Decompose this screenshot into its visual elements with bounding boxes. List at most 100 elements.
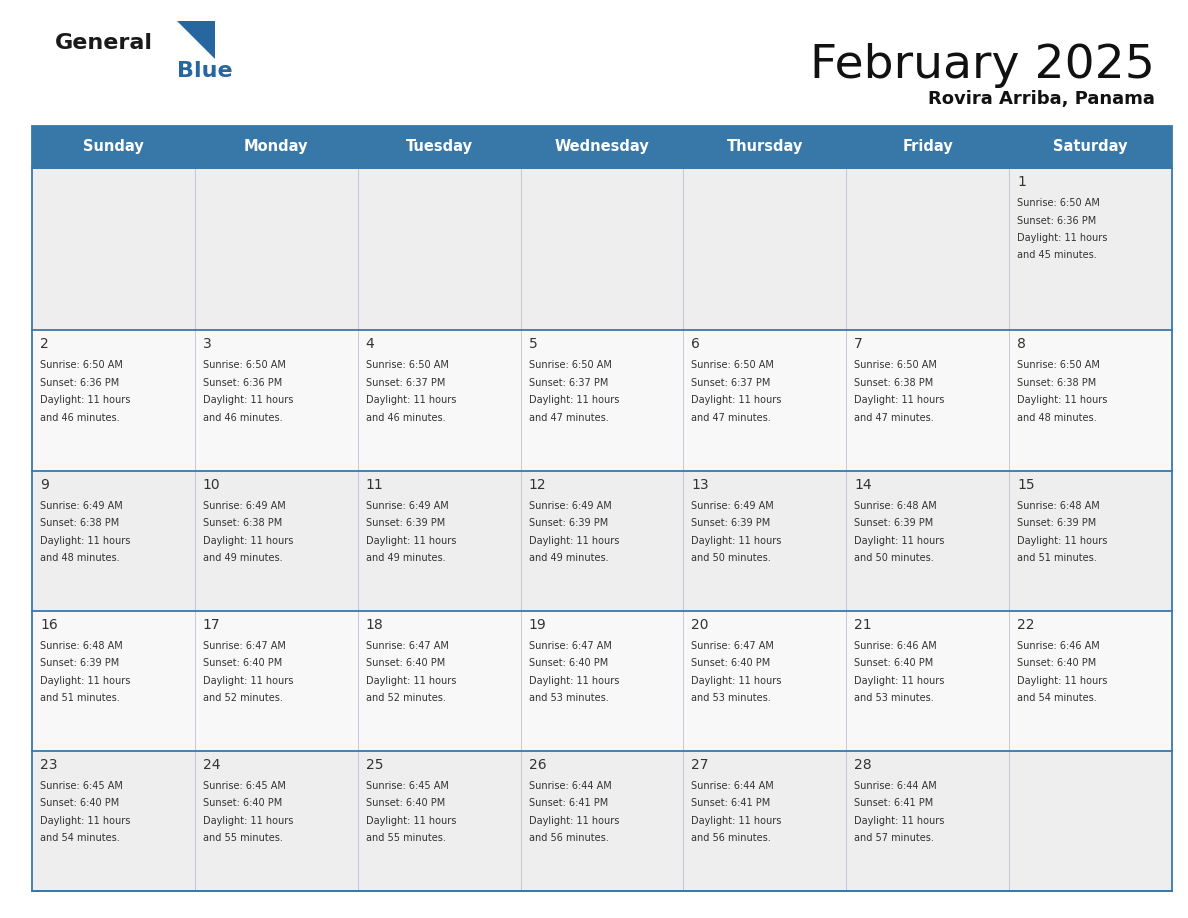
Text: Sunset: 6:40 PM: Sunset: 6:40 PM [203,798,282,808]
Text: and 55 minutes.: and 55 minutes. [203,834,283,843]
Text: Sunset: 6:39 PM: Sunset: 6:39 PM [691,518,771,528]
Text: and 49 minutes.: and 49 minutes. [529,553,608,563]
Text: and 47 minutes.: and 47 minutes. [691,413,771,423]
Bar [358,610,520,751]
Text: Sunrise: 6:48 AM: Sunrise: 6:48 AM [854,500,937,510]
Text: Sunrise: 6:45 AM: Sunrise: 6:45 AM [203,780,286,790]
Bar [1009,330,1173,471]
Text: and 54 minutes.: and 54 minutes. [1017,693,1097,703]
Text: and 47 minutes.: and 47 minutes. [529,413,608,423]
Bar [520,330,683,471]
Text: Sunrise: 6:50 AM: Sunrise: 6:50 AM [529,361,612,371]
Bar [846,471,1009,610]
Bar [683,610,846,751]
Text: and 53 minutes.: and 53 minutes. [854,693,934,703]
Text: 5: 5 [529,338,537,352]
Text: Sunset: 6:39 PM: Sunset: 6:39 PM [1017,518,1097,528]
Bar [683,471,846,610]
Text: 8: 8 [1017,338,1026,352]
Text: February 2025: February 2025 [810,43,1155,88]
Text: Sunrise: 6:47 AM: Sunrise: 6:47 AM [691,641,775,651]
Text: Friday: Friday [903,140,953,154]
Text: 12: 12 [529,477,546,491]
Text: Blue: Blue [177,61,233,81]
Text: Sunset: 6:40 PM: Sunset: 6:40 PM [1017,658,1097,668]
Text: and 55 minutes.: and 55 minutes. [366,834,446,843]
Text: 22: 22 [1017,618,1035,632]
Text: Sunrise: 6:44 AM: Sunrise: 6:44 AM [529,780,612,790]
Bar [32,126,1173,168]
Text: and 46 minutes.: and 46 minutes. [203,413,283,423]
Text: Daylight: 11 hours: Daylight: 11 hours [203,816,293,825]
Text: Daylight: 11 hours: Daylight: 11 hours [366,676,456,686]
Text: Sunset: 6:38 PM: Sunset: 6:38 PM [40,518,119,528]
Bar [683,330,846,471]
Text: Daylight: 11 hours: Daylight: 11 hours [854,396,944,406]
Text: Daylight: 11 hours: Daylight: 11 hours [529,676,619,686]
Text: Sunset: 6:38 PM: Sunset: 6:38 PM [854,378,934,388]
Text: General: General [55,33,153,53]
Text: Daylight: 11 hours: Daylight: 11 hours [40,535,131,545]
Text: 20: 20 [691,618,709,632]
Bar [358,330,520,471]
Text: Sunset: 6:40 PM: Sunset: 6:40 PM [366,798,446,808]
Bar [358,471,520,610]
Text: Sunrise: 6:50 AM: Sunrise: 6:50 AM [1017,361,1100,371]
Text: Sunset: 6:40 PM: Sunset: 6:40 PM [203,658,282,668]
Text: and 52 minutes.: and 52 minutes. [366,693,446,703]
Text: Sunset: 6:41 PM: Sunset: 6:41 PM [691,798,771,808]
Text: Sunrise: 6:47 AM: Sunrise: 6:47 AM [529,641,612,651]
Text: Daylight: 11 hours: Daylight: 11 hours [366,396,456,406]
Text: and 45 minutes.: and 45 minutes. [1017,251,1097,261]
Text: 26: 26 [529,757,546,772]
Text: Sunrise: 6:46 AM: Sunrise: 6:46 AM [854,641,937,651]
Bar [520,471,683,610]
Text: 11: 11 [366,477,384,491]
Text: Rovira Arriba, Panama: Rovira Arriba, Panama [928,90,1155,108]
Text: Daylight: 11 hours: Daylight: 11 hours [203,535,293,545]
Text: Sunrise: 6:49 AM: Sunrise: 6:49 AM [366,500,448,510]
Text: 6: 6 [691,338,700,352]
Text: Sunrise: 6:49 AM: Sunrise: 6:49 AM [203,500,285,510]
Bar [520,168,683,330]
Text: Sunset: 6:37 PM: Sunset: 6:37 PM [691,378,771,388]
Text: 27: 27 [691,757,709,772]
Bar [1009,751,1173,890]
Bar [683,168,846,330]
Bar [195,751,358,890]
Text: Sunset: 6:36 PM: Sunset: 6:36 PM [1017,216,1097,226]
Text: 13: 13 [691,477,709,491]
Text: Sunrise: 6:50 AM: Sunrise: 6:50 AM [854,361,937,371]
Text: and 49 minutes.: and 49 minutes. [203,553,283,563]
Text: Sunrise: 6:50 AM: Sunrise: 6:50 AM [1017,198,1100,208]
Text: Sunset: 6:38 PM: Sunset: 6:38 PM [1017,378,1097,388]
Bar [846,330,1009,471]
Text: and 46 minutes.: and 46 minutes. [366,413,446,423]
Text: Daylight: 11 hours: Daylight: 11 hours [203,396,293,406]
Text: Sunrise: 6:47 AM: Sunrise: 6:47 AM [203,641,286,651]
Text: Sunset: 6:37 PM: Sunset: 6:37 PM [366,378,446,388]
Bar [32,330,195,471]
Text: Thursday: Thursday [727,140,803,154]
Polygon shape [177,21,215,59]
Text: Daylight: 11 hours: Daylight: 11 hours [40,676,131,686]
Text: Tuesday: Tuesday [405,140,473,154]
Text: Sunrise: 6:44 AM: Sunrise: 6:44 AM [691,780,775,790]
Text: Daylight: 11 hours: Daylight: 11 hours [691,816,782,825]
Text: Daylight: 11 hours: Daylight: 11 hours [366,535,456,545]
Text: and 51 minutes.: and 51 minutes. [1017,553,1097,563]
Text: Sunset: 6:40 PM: Sunset: 6:40 PM [366,658,446,668]
Bar [32,751,195,890]
Text: Sunset: 6:39 PM: Sunset: 6:39 PM [40,658,119,668]
Text: Daylight: 11 hours: Daylight: 11 hours [40,396,131,406]
Text: Sunset: 6:39 PM: Sunset: 6:39 PM [366,518,446,528]
Text: and 56 minutes.: and 56 minutes. [529,834,608,843]
Text: 1: 1 [1017,175,1026,189]
Text: Sunset: 6:37 PM: Sunset: 6:37 PM [529,378,608,388]
Bar [520,751,683,890]
Text: Daylight: 11 hours: Daylight: 11 hours [529,535,619,545]
Text: 25: 25 [366,757,384,772]
Text: Sunset: 6:41 PM: Sunset: 6:41 PM [529,798,608,808]
Text: 9: 9 [40,477,49,491]
Text: 17: 17 [203,618,221,632]
